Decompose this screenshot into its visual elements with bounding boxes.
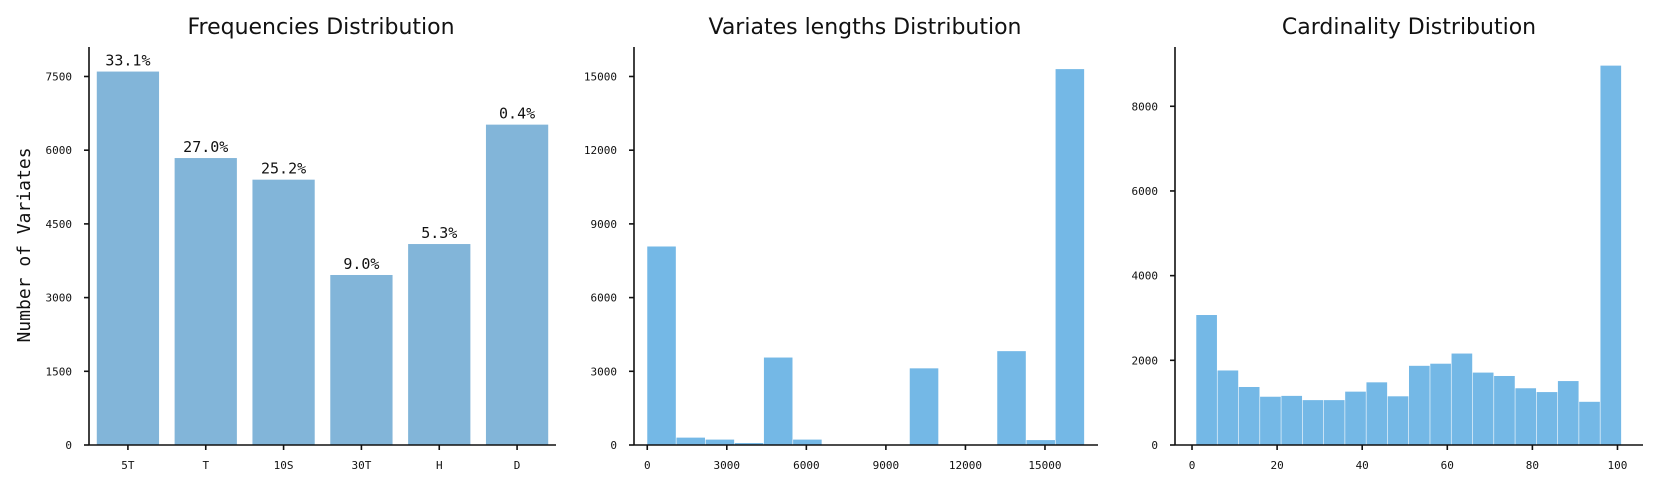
cardinality-ytick-label: 0 [1151, 439, 1158, 452]
cardinality-panel: Cardinality Distribution 0 20 40 60 80 100 0 20… [1132, 15, 1643, 472]
cardinality-histogram-bar [1579, 401, 1600, 445]
cardinality-ytick-label: 2000 [1132, 354, 1159, 367]
lengths-xtick-label: 12000 [949, 459, 982, 472]
frequency-bar-percent-label: 0.4% [499, 105, 535, 123]
cardinality-histogram-bar [1472, 372, 1494, 445]
lengths-xtick-label: 0 [644, 459, 651, 472]
lengths-xtick-label: 6000 [793, 459, 820, 472]
frequencies-ytick-label: 6000 [46, 144, 73, 157]
cardinality-histogram-bar [1323, 400, 1345, 445]
lengths-panel: Variates lengths Distribution 0 3000 6000 9… [584, 15, 1098, 472]
frequencies-ytick-label: 1500 [46, 365, 73, 378]
cardinality-histogram-bar [1557, 381, 1579, 445]
frequencies-xtick-label: T [202, 459, 209, 472]
lengths-ytick-label: 15000 [584, 70, 617, 83]
cardinality-xtick-label: 40 [1356, 459, 1369, 472]
lengths-bars [647, 69, 1085, 445]
cardinality-histogram-bar [1260, 396, 1281, 445]
lengths-histogram-bar [1055, 69, 1085, 445]
frequencies-xtick-label: H [436, 459, 443, 472]
frequency-bar-percent-label: 33.1% [105, 52, 150, 70]
cardinality-histogram-bar [1494, 375, 1515, 445]
frequencies-ylabel: Number of Variates [14, 147, 35, 342]
cardinality-xtick-label: 80 [1526, 459, 1539, 472]
lengths-histogram-bar [909, 368, 939, 445]
lengths-histogram-bar [705, 439, 735, 445]
lengths-histogram-bar [997, 351, 1026, 445]
frequencies-ytick-label: 4500 [46, 218, 73, 231]
frequencies-title: Frequencies Distribution [187, 15, 454, 40]
cardinality-histogram-bar [1281, 395, 1303, 445]
lengths-ytick-label: 0 [610, 439, 617, 452]
lengths-ytick-label: 9000 [591, 218, 618, 231]
cardinality-histogram-bar [1238, 386, 1260, 445]
lengths-ytick-label: 3000 [591, 365, 618, 378]
lengths-ytick-label: 12000 [584, 144, 617, 157]
cardinality-xtick-label: 60 [1441, 459, 1454, 472]
cardinality-histogram-bar [1515, 388, 1537, 445]
frequency-bar-t [174, 158, 237, 445]
frequencies-xtick-label: 5T [121, 459, 135, 472]
lengths-xtick-label: 3000 [714, 459, 741, 472]
lengths-ytick-label: 6000 [591, 292, 618, 305]
frequencies-xtick-label: D [514, 459, 521, 472]
cardinality-histogram-bar [1345, 391, 1366, 445]
frequency-bar-5t [96, 71, 160, 445]
cardinality-xtick-label: 100 [1608, 459, 1628, 472]
frequency-bar-percent-label: 25.2% [261, 160, 306, 178]
frequencies-ytick-label: 3000 [46, 292, 73, 305]
cardinality-histogram-bar [1387, 396, 1409, 445]
frequency-bar-percent-label: 27.0% [183, 138, 228, 156]
cardinality-bars [1196, 65, 1622, 445]
lengths-histogram-bar [647, 246, 676, 445]
cardinality-ytick-label: 8000 [1132, 100, 1159, 113]
cardinality-histogram-bar [1600, 65, 1622, 445]
frequency-bar-30t [330, 274, 393, 445]
lengths-histogram-bar [763, 357, 793, 445]
lengths-xtick-label: 15000 [1028, 459, 1061, 472]
lengths-histogram-bar [734, 443, 764, 445]
cardinality-xtick-label: 0 [1189, 459, 1196, 472]
cardinality-axes: 0 20 40 60 80 100 0 2000 4000 6000 8000 [1132, 47, 1643, 472]
cardinality-xtick-label: 20 [1270, 459, 1283, 472]
cardinality-ytick-label: 4000 [1132, 270, 1159, 283]
lengths-title: Variates lengths Distribution [708, 15, 1021, 40]
frequency-bar-d [485, 124, 549, 445]
cardinality-histogram-bar [1451, 353, 1473, 445]
cardinality-histogram-bar [1430, 363, 1451, 445]
cardinality-histogram-bar [1366, 382, 1388, 445]
lengths-axes: 0 3000 6000 9000 12000 15000 0 3000 6000 9000 1200… [584, 47, 1098, 472]
frequency-bar-h [408, 244, 471, 445]
frequencies-panel: Frequencies Distribution Number of Varia… [14, 15, 556, 472]
lengths-histogram-bar [793, 439, 822, 445]
frequency-bar-10s [252, 179, 315, 445]
frequencies-bars: 33.1% 27.0% 25.2% 9.0% 5.3% 0.4% [96, 52, 549, 445]
lengths-histogram-bar [1026, 440, 1055, 445]
frequencies-ytick-label: 7500 [46, 70, 73, 83]
lengths-histogram-bar [676, 437, 705, 445]
frequencies-axes: 5T T 10S 30T H D 0 1500 3000 4500 6000 7500 [46, 47, 556, 472]
lengths-xtick-label: 9000 [873, 459, 900, 472]
frequencies-ytick-label: 0 [65, 439, 72, 452]
frequencies-xtick-label: 30T [351, 459, 371, 472]
cardinality-ytick-label: 6000 [1132, 185, 1159, 198]
cardinality-title: Cardinality Distribution [1282, 15, 1536, 40]
cardinality-histogram-bar [1196, 315, 1217, 445]
cardinality-histogram-bar [1302, 400, 1324, 445]
cardinality-histogram-bar [1217, 370, 1239, 445]
frequency-bar-percent-label: 5.3% [421, 224, 457, 242]
frequencies-xtick-label: 10S [274, 459, 294, 472]
cardinality-histogram-bar [1409, 365, 1430, 445]
cardinality-histogram-bar [1536, 392, 1558, 445]
frequency-bar-percent-label: 9.0% [343, 255, 379, 273]
